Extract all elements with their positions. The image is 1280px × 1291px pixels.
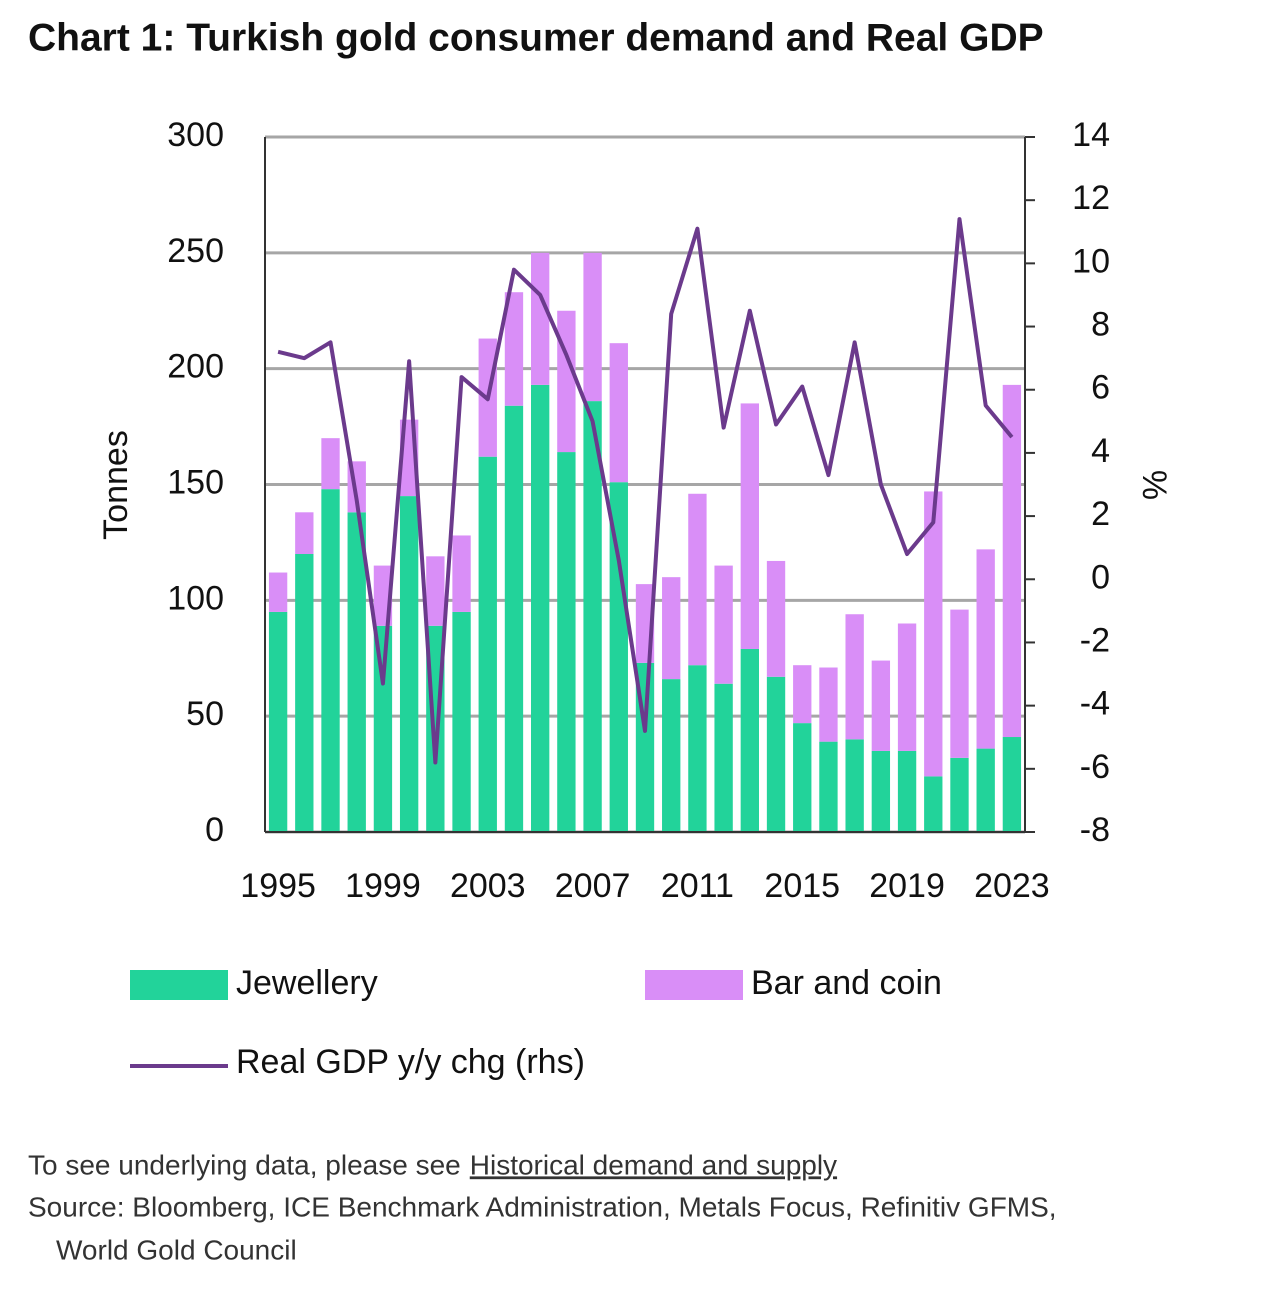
x-tick-label: 2019 <box>869 867 945 905</box>
bar <box>662 577 681 680</box>
bar <box>897 623 917 751</box>
footer-source: World Gold Council <box>56 1234 297 1265</box>
footer-link[interactable]: Historical demand and supply <box>470 1149 837 1180</box>
x-tick-label: 1999 <box>345 867 421 905</box>
bar <box>688 665 707 832</box>
bar <box>504 292 524 406</box>
bar <box>950 609 969 758</box>
bar <box>609 482 628 832</box>
y2-tick-label: -2 <box>1080 621 1110 659</box>
bar <box>819 667 838 742</box>
bar <box>976 549 995 749</box>
chart-title: Chart 1: Turkish gold consumer demand an… <box>28 16 1044 59</box>
legend-label: Real GDP y/y chg (rhs) <box>236 1043 585 1081</box>
bar <box>845 614 864 740</box>
x-tick-label: 2023 <box>974 867 1050 905</box>
legend-swatch <box>130 970 228 1000</box>
legend-label: Jewellery <box>236 964 378 1002</box>
y2-tick-label: 10 <box>1072 242 1110 280</box>
y2-tick-label: 12 <box>1072 179 1110 217</box>
bar <box>557 452 576 832</box>
footer-note: To see underlying data, please see <box>28 1149 461 1180</box>
bar <box>897 750 917 832</box>
y-tick-label: 0 <box>205 811 224 849</box>
line <box>277 217 1014 765</box>
bar <box>688 493 707 666</box>
y-tick-label: 50 <box>186 695 224 733</box>
bar <box>478 456 497 832</box>
y2-tick-label: 8 <box>1091 306 1110 344</box>
bar <box>793 723 812 832</box>
bar <box>426 556 445 626</box>
y-tick-label: 250 <box>167 232 224 270</box>
bar <box>321 489 340 832</box>
bar <box>1002 384 1022 738</box>
y2-tick-label: -6 <box>1080 748 1110 786</box>
x-tick-label: 1995 <box>240 867 316 905</box>
bar <box>583 401 602 832</box>
y2-tick-label: 6 <box>1091 369 1110 407</box>
bar <box>766 560 786 677</box>
bar <box>819 741 838 832</box>
bar <box>504 405 524 832</box>
bar <box>871 750 891 832</box>
x-tick-label: 2007 <box>555 867 631 905</box>
bar <box>557 310 576 453</box>
y2-tick-label: -8 <box>1080 811 1110 849</box>
y-tick-label: 200 <box>167 348 224 386</box>
bar <box>347 512 366 832</box>
bar <box>583 252 602 402</box>
bar <box>714 683 733 832</box>
y-tick-label: 100 <box>167 579 224 617</box>
y2-tick-label: 4 <box>1091 432 1110 470</box>
y2-tick-label: 2 <box>1091 495 1110 533</box>
bar <box>766 676 786 832</box>
bar <box>609 343 628 483</box>
bar <box>950 757 969 832</box>
bar <box>295 512 314 554</box>
bar <box>531 384 550 832</box>
bar <box>452 611 471 832</box>
y2-tick-label: 0 <box>1091 558 1110 596</box>
bar <box>740 648 759 832</box>
bar <box>793 665 812 724</box>
bar <box>452 535 471 612</box>
y2-tick-label: -4 <box>1080 685 1110 723</box>
bar <box>399 496 419 832</box>
x-tick-label: 2003 <box>450 867 526 905</box>
bar <box>845 739 864 832</box>
bar <box>714 565 733 684</box>
bar <box>1002 737 1022 832</box>
x-tick-label: 2011 <box>661 867 734 905</box>
bar <box>662 679 681 832</box>
bar <box>740 403 759 649</box>
x-tick-label: 2015 <box>764 867 840 905</box>
y2-axis-label: % <box>1135 470 1173 500</box>
y-tick-label: 150 <box>167 463 224 501</box>
bar <box>924 491 943 777</box>
bar <box>295 554 314 832</box>
bar <box>268 572 288 612</box>
legend-label: Bar and coin <box>751 964 942 1002</box>
footer-source: Source: Bloomberg, ICE Benchmark Adminis… <box>28 1191 1057 1222</box>
legend-swatch <box>645 970 743 1000</box>
y2-tick-label: 14 <box>1072 116 1110 154</box>
bar <box>268 611 288 832</box>
y-axis-label: Tonnes <box>97 430 135 540</box>
bar <box>531 252 550 385</box>
y-tick-label: 300 <box>167 116 224 154</box>
bar <box>321 438 340 490</box>
bar <box>871 660 891 751</box>
bar <box>924 776 943 832</box>
bar <box>976 748 995 832</box>
bar <box>373 625 393 832</box>
